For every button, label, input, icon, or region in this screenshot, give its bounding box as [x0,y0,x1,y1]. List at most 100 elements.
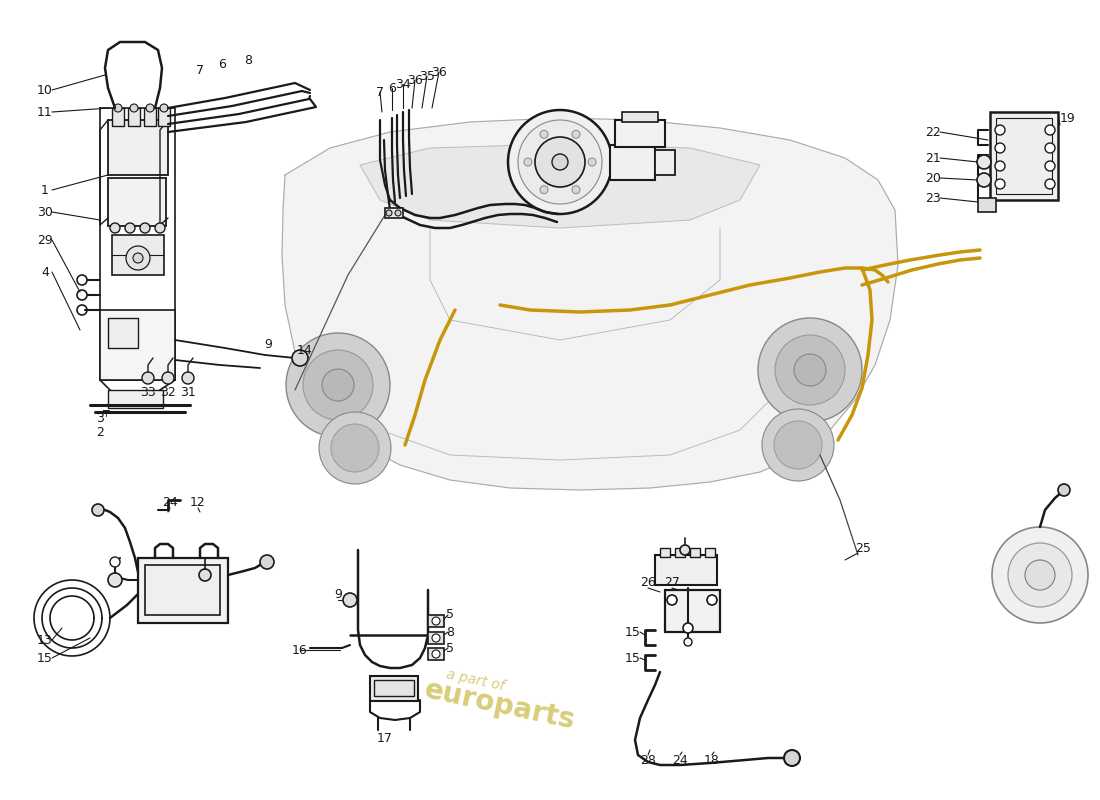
Text: 2: 2 [96,426,103,438]
Bar [370,676,418,701]
Circle shape [540,130,548,138]
Bar [144,108,156,126]
Text: 10: 10 [37,83,53,97]
Circle shape [1045,125,1055,135]
Circle shape [302,350,373,420]
Text: 35: 35 [419,70,435,82]
Bar [615,120,666,147]
Text: 15: 15 [625,651,641,665]
Circle shape [667,595,676,605]
Polygon shape [282,118,898,490]
Circle shape [762,409,834,481]
Circle shape [319,412,390,484]
Circle shape [133,253,143,263]
Circle shape [684,638,692,646]
Circle shape [683,623,693,633]
Text: 21: 21 [925,151,940,165]
Text: 34: 34 [395,78,411,90]
Circle shape [776,335,845,405]
Circle shape [108,573,122,587]
Circle shape [286,333,390,437]
Circle shape [160,104,168,112]
Circle shape [110,223,120,233]
Circle shape [758,318,862,422]
Text: ┬: ┬ [101,407,109,417]
Bar [158,108,170,126]
Text: 8: 8 [244,54,252,66]
Bar [978,198,996,212]
Circle shape [182,372,194,384]
Circle shape [540,186,548,194]
Circle shape [552,154,568,170]
Bar [108,178,166,226]
Bar [428,632,444,644]
Circle shape [996,125,1005,135]
Text: 18: 18 [704,754,719,766]
Circle shape [1045,161,1055,171]
Text: 24: 24 [672,754,688,766]
Circle shape [110,557,120,567]
Text: 9: 9 [264,338,272,351]
Bar [654,150,675,175]
Text: a part of: a part of [444,667,505,693]
Text: 7: 7 [196,63,204,77]
Circle shape [524,158,532,166]
Circle shape [1008,543,1072,607]
Text: 13: 13 [37,634,53,646]
Circle shape [784,750,800,766]
Circle shape [77,305,87,315]
Circle shape [343,593,358,607]
Circle shape [1045,143,1055,153]
Circle shape [996,179,1005,189]
Circle shape [322,369,354,401]
Bar [100,310,175,380]
Circle shape [518,120,602,204]
Text: 1: 1 [41,183,48,197]
Circle shape [572,130,580,138]
Text: 36: 36 [407,74,422,86]
Text: 8: 8 [446,626,454,638]
Bar [654,555,717,585]
Polygon shape [360,144,760,228]
Text: 36: 36 [431,66,447,78]
Circle shape [707,595,717,605]
Text: 9: 9 [334,589,342,602]
Bar [108,120,168,175]
Circle shape [125,223,135,233]
Text: 31: 31 [180,386,196,398]
Circle shape [588,158,596,166]
Circle shape [331,424,379,472]
Circle shape [292,350,308,366]
Bar [996,118,1052,194]
Text: 5: 5 [446,609,454,622]
Text: 16: 16 [293,643,308,657]
Text: 5: 5 [446,642,454,654]
Bar [675,548,685,557]
Circle shape [572,186,580,194]
Bar [428,615,444,627]
Bar [128,108,140,126]
Bar [690,548,700,557]
Bar [138,558,228,623]
Circle shape [260,555,274,569]
Text: 25: 25 [855,542,871,554]
Bar [621,112,658,122]
Circle shape [146,104,154,112]
Text: 4: 4 [41,266,48,278]
Circle shape [142,372,154,384]
Circle shape [535,137,585,187]
Circle shape [977,155,991,169]
Text: 6: 6 [388,82,396,94]
Circle shape [199,569,211,581]
Bar [660,548,670,557]
Bar [428,648,444,660]
Text: 26: 26 [640,575,656,589]
Text: 15: 15 [37,651,53,665]
Bar [108,318,138,348]
Circle shape [977,173,991,187]
Circle shape [140,223,150,233]
Bar [374,680,414,696]
Bar [108,390,163,408]
Text: 17: 17 [377,731,393,745]
Bar [666,590,720,632]
